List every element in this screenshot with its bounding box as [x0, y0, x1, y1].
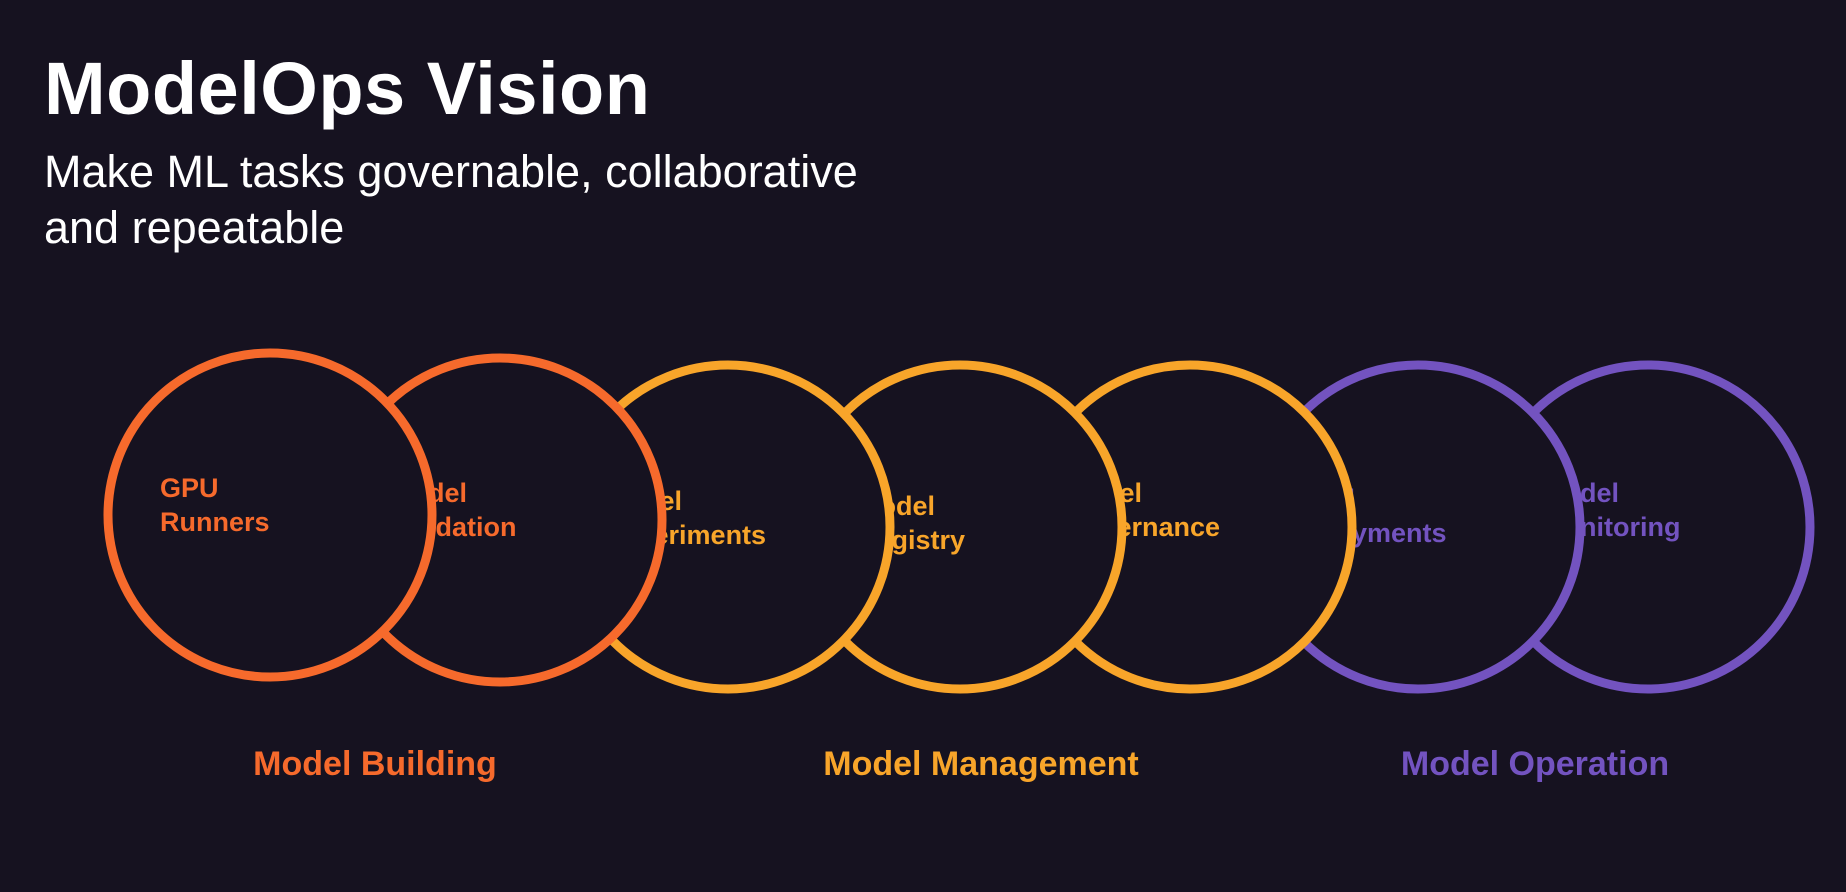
stage-label-line: Runners: [160, 507, 270, 537]
group-label-management: Model Management: [823, 745, 1138, 783]
group-label-operation: Model Operation: [1401, 745, 1669, 783]
group-labels-layer: Model Building Model Management Model Oper…: [253, 745, 1669, 783]
subtitle-line-1: Make ML tasks governable, collaborative: [44, 146, 858, 197]
subtitle-line-2: and repeatable: [44, 202, 345, 253]
page-title: ModelOps Vision: [44, 47, 651, 130]
group-label-building: Model Building: [253, 745, 497, 783]
stage-label-1: GPU Runners: [160, 473, 270, 537]
stage-label-line: GPU: [160, 473, 219, 503]
page-subtitle: Make ML tasks governable, collaborative …: [44, 144, 858, 256]
circles-layer: ModelMonitoringModelDeploymentsModelGove…: [103, 348, 1815, 694]
stage-1: GPU Runners: [103, 348, 437, 682]
stage-circle-1: [103, 348, 437, 682]
